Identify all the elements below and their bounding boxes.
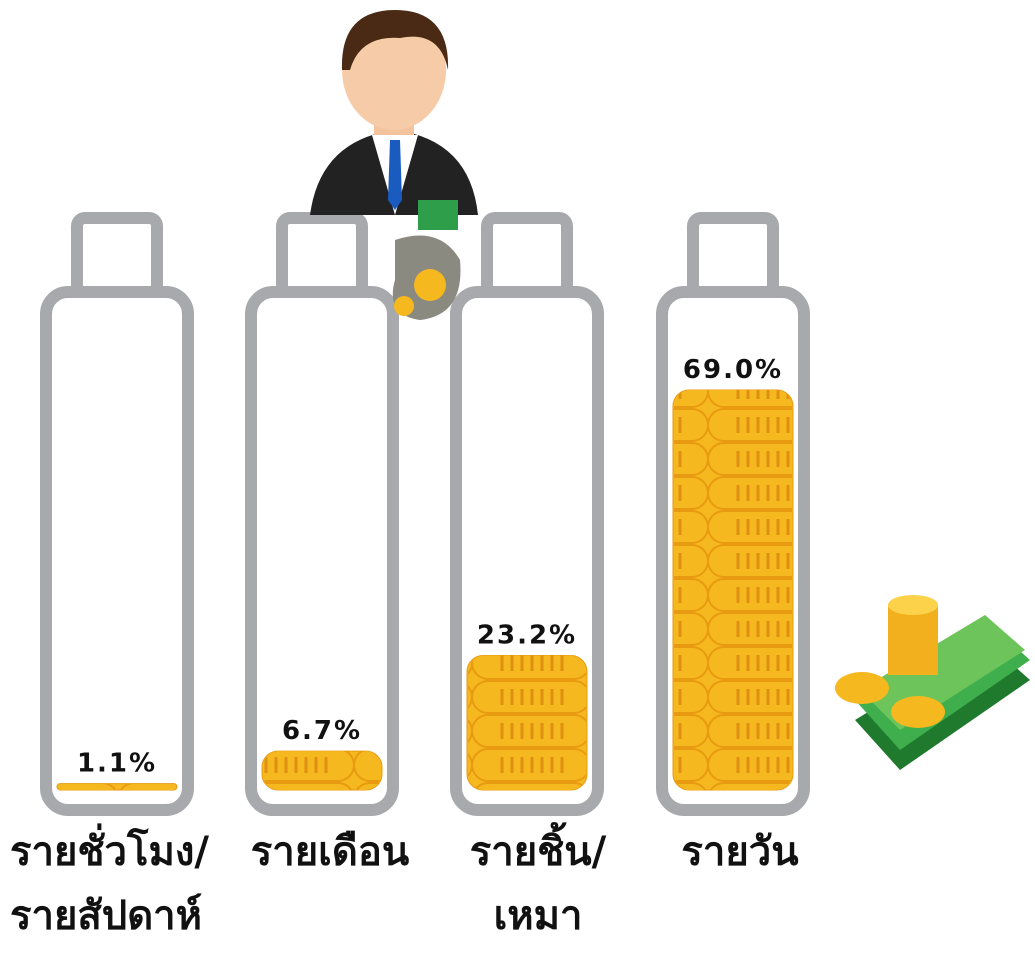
category-label: รายวัน (681, 829, 799, 875)
bottle-body (245, 286, 399, 816)
category-label: รายเดือน (250, 829, 410, 875)
bottle-cap (276, 212, 368, 299)
coin-texture (58, 783, 176, 790)
value-label: 6.7% (282, 716, 362, 746)
coin-texture (674, 390, 792, 790)
value-label: 1.1% (77, 749, 157, 779)
coin-texture (263, 751, 381, 790)
coin-texture (468, 655, 586, 790)
category-label: รายชั่วโมง/ รายสัปดาห์ (10, 829, 209, 939)
bottle-cap (71, 212, 163, 299)
bottle-body (40, 286, 194, 816)
value-label: 23.2% (477, 621, 577, 651)
category-label: รายชิ้น/ เหมา (469, 829, 607, 939)
bottle-cap (687, 212, 779, 299)
value-label: 69.0% (683, 355, 783, 385)
businessman (310, 10, 478, 320)
bottle-cap (481, 212, 573, 299)
money-pile (835, 595, 1030, 770)
